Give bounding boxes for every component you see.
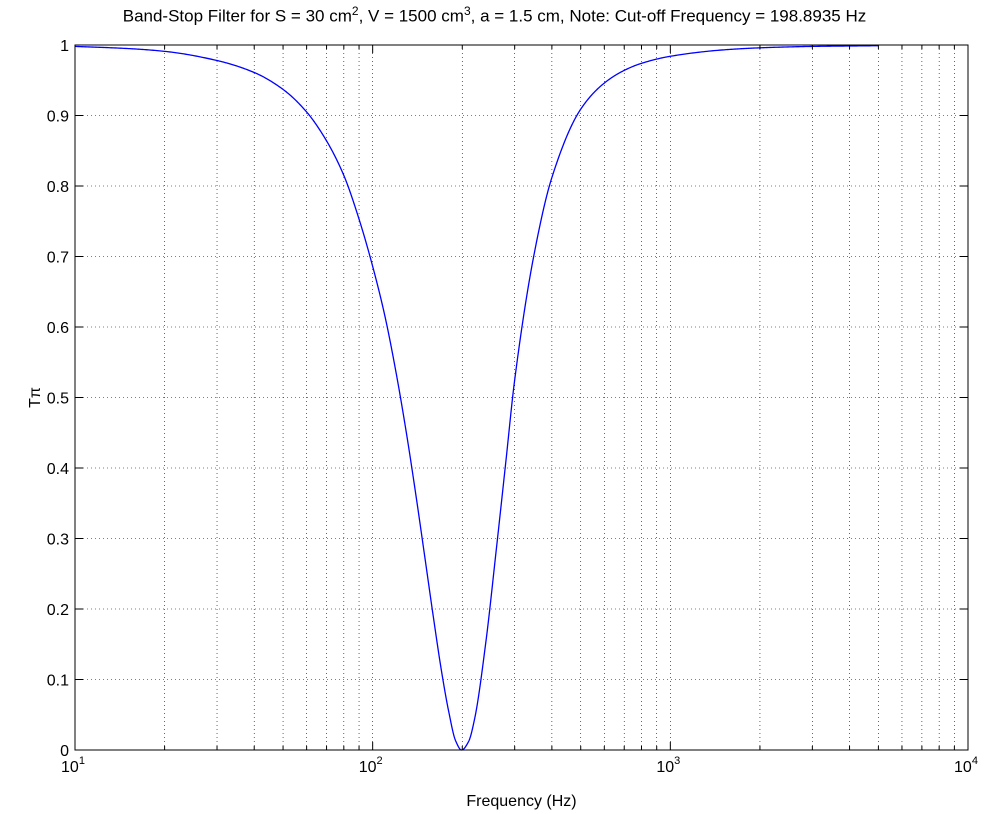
x-tick-label: 104: [954, 755, 978, 776]
y-tick-label: 0.6: [47, 320, 69, 337]
y-tick-label: 0.7: [47, 250, 69, 267]
y-tick-label: 0.8: [47, 179, 69, 196]
y-tick-label: 0.5: [47, 391, 69, 408]
series-line: [74, 45, 879, 751]
chart-title-sup1: 2: [351, 4, 359, 18]
y-tick-label: 1: [60, 38, 69, 55]
chart-title-part2: , V = 1500 cm: [358, 6, 464, 26]
x-axis-label: Frequency (Hz): [466, 793, 576, 810]
y-tick-label: 0: [60, 743, 69, 760]
y-tick-label: 0.4: [47, 461, 69, 478]
x-tick-label: 102: [359, 755, 383, 776]
curve-layer: [74, 45, 879, 751]
x-tick-label: 101: [61, 755, 85, 776]
y-tick-label: 0.9: [47, 109, 69, 126]
axes-box: [74, 44, 969, 751]
y-axis-label: Tπ: [27, 387, 44, 408]
chart-title: Band-Stop Filter for S = 30 cm2, V = 150…: [0, 4, 989, 27]
grid: [75, 45, 968, 750]
x-tick-label: 103: [656, 755, 680, 776]
tick-labels: 0 0.1 0.2 0.3 0.4 0.5 0.6 0.7 0.8 0.9 1 101 102 103 10…: [47, 38, 978, 776]
y-tick-label: 0.1: [47, 673, 69, 690]
chart-title-part3: , a = 1.5 cm, Note: Cut-off Frequency = …: [470, 6, 867, 26]
chart-title-part1: Band-Stop Filter for S = 30 cm: [122, 6, 352, 26]
y-tick-label: 0.3: [47, 532, 69, 549]
ticks: [75, 44, 968, 751]
chart-title-sup2: 3: [463, 4, 471, 18]
y-tick-label: 0.2: [47, 602, 69, 619]
